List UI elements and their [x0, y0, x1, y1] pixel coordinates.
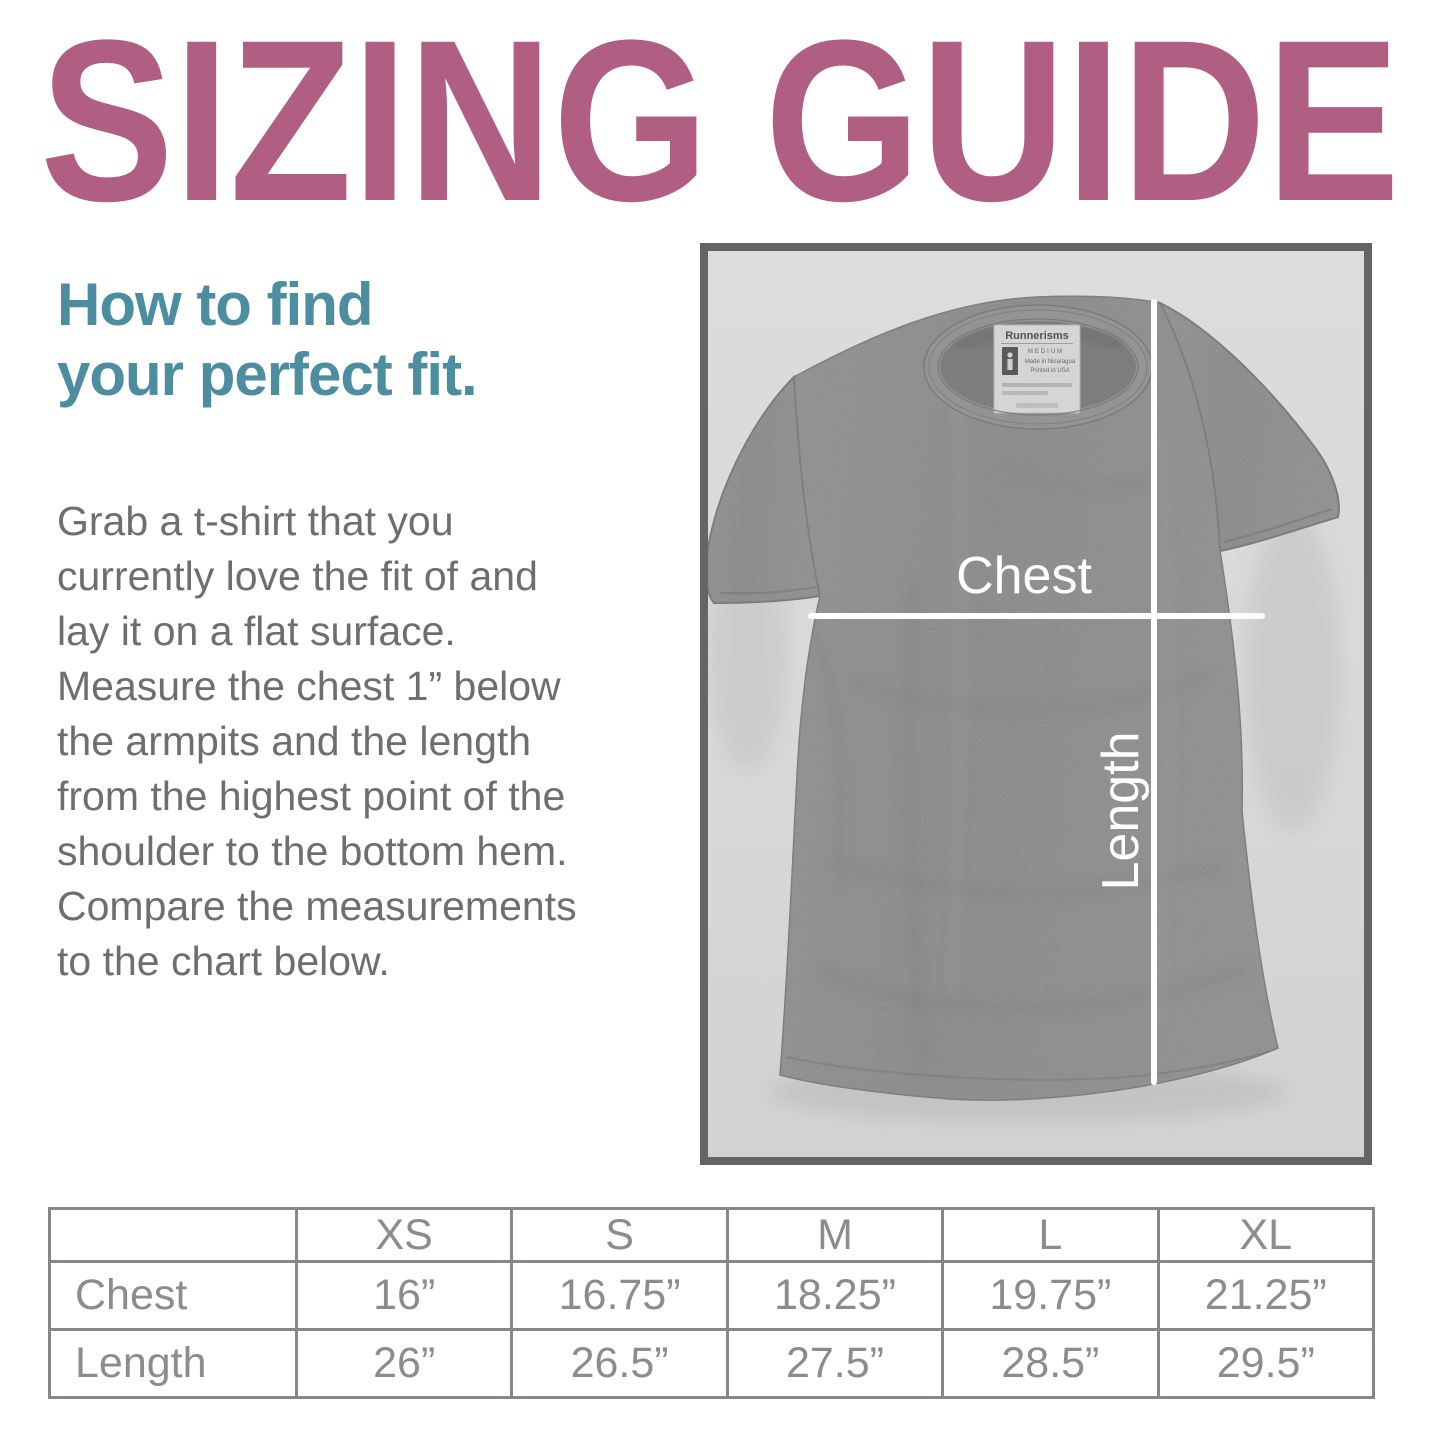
chest-label: Chest: [956, 547, 1092, 605]
length-value-xl: 29.5”: [1156, 1328, 1375, 1399]
chest-row: Chest 16” 16.75” 18.25” 19.75” 21.25”: [48, 1260, 1375, 1331]
length-value-m: 27.5”: [725, 1328, 945, 1399]
instructions-line: shoulder to the bottom hem.: [57, 828, 568, 874]
fabric-texture: [708, 296, 1339, 1101]
chest-measure-line: [808, 613, 1265, 619]
length-value-s: 26.5”: [510, 1328, 729, 1399]
instructions-line: from the highest point of the: [57, 773, 566, 819]
chest-value-xs: 16”: [294, 1260, 514, 1331]
title-svg: SIZING GUIDE: [40, 0, 1400, 249]
length-label: Length: [1092, 731, 1150, 890]
instructions-line: Compare the measurements: [57, 883, 577, 929]
instructions-line: lay it on a flat surface.: [57, 608, 456, 654]
column-header-xl: XL: [1156, 1207, 1375, 1263]
length-value-l: 28.5”: [941, 1328, 1160, 1399]
instructions-line: the armpits and the length: [57, 718, 532, 764]
chest-value-l: 19.75”: [941, 1260, 1160, 1331]
corner-cell: [48, 1207, 298, 1263]
subtitle: How to find your perfect fit.: [57, 270, 677, 410]
subtitle-line-2: your perfect fit.: [57, 341, 478, 408]
size-chart-header-row: XS S M L XL: [48, 1207, 1375, 1263]
instructions-line: Grab a t-shirt that you: [57, 498, 454, 544]
length-value-xs: 26”: [294, 1328, 514, 1399]
chest-value-s: 16.75”: [510, 1260, 729, 1331]
instructions-line: currently love the fit of and: [57, 553, 538, 599]
instructions-paragraph: Grab a t-shirt that you currently love t…: [57, 494, 697, 989]
page-title: SIZING GUIDE: [40, 0, 1405, 249]
column-header-l: L: [941, 1207, 1160, 1263]
size-chart-table: XS S M L XL Chest 16” 16.75” 18.25” 19.7…: [48, 1207, 1375, 1399]
instructions-line: Measure the chest 1” below: [57, 663, 561, 709]
length-row-label: Length: [48, 1328, 298, 1399]
length-measure-line: [1151, 299, 1157, 1085]
subtitle-line-1: How to find: [57, 271, 374, 338]
instructions-line: to the chart below.: [57, 938, 390, 984]
tshirt-diagram: Runnerisms MEDIUM Made in Nicaragua Prin…: [708, 295, 1341, 1123]
chest-value-m: 18.25”: [725, 1260, 945, 1331]
column-header-s: S: [510, 1207, 729, 1263]
measurement-overlay: Chest Length: [808, 299, 1265, 1085]
chest-row-label: Chest: [48, 1260, 298, 1331]
column-header-m: M: [725, 1207, 945, 1263]
tshirt-photo-frame: Runnerisms MEDIUM Made in Nicaragua Prin…: [700, 243, 1372, 1165]
column-header-xs: XS: [294, 1207, 514, 1263]
title-text: SIZING GUIDE: [40, 28, 1400, 208]
length-row: Length 26” 26.5” 27.5” 28.5” 29.5”: [48, 1328, 1375, 1399]
chest-value-xl: 21.25”: [1156, 1260, 1375, 1331]
